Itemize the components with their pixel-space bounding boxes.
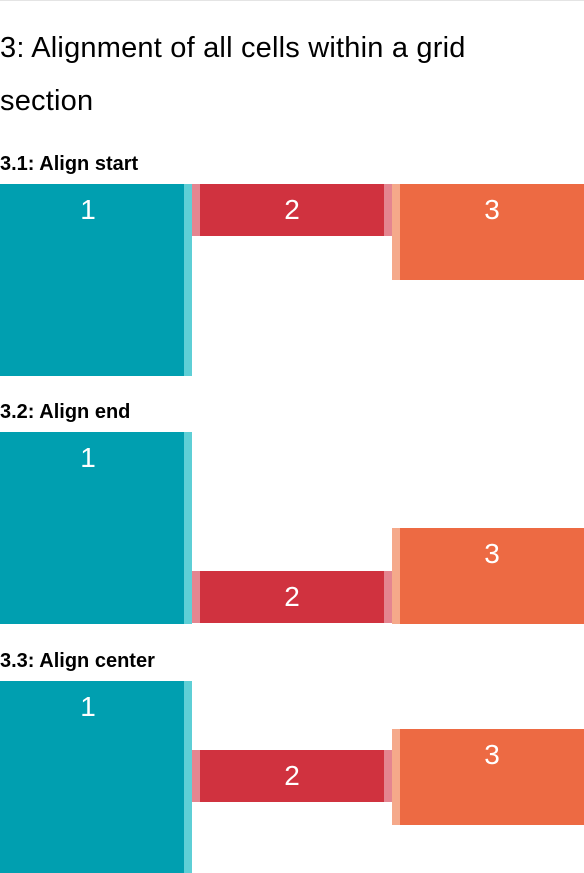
cell-label: 3 bbox=[484, 194, 500, 225]
cell-label: 3 bbox=[484, 739, 500, 770]
section-heading: 3.1: Align start bbox=[0, 153, 139, 175]
grid-cell-3: 3 bbox=[392, 729, 584, 825]
grid-cell-3: 3 bbox=[392, 184, 584, 280]
top-divider bbox=[0, 0, 584, 1]
grid-cell-2: 2 bbox=[192, 184, 392, 236]
cell-label: 2 bbox=[284, 760, 300, 791]
grid-row: 1 2 3 bbox=[0, 432, 584, 624]
grid-cell-3: 3 bbox=[392, 528, 584, 624]
page-title-line-2: section bbox=[0, 85, 94, 117]
grid-cell-1: 1 bbox=[0, 184, 192, 376]
grid-row: 1 2 3 bbox=[0, 184, 584, 376]
section-heading: 3.2: Align end bbox=[0, 401, 131, 423]
section-heading: 3.3: Align center bbox=[0, 650, 155, 672]
page-title: 3: Alignment of all cells within a grid s… bbox=[0, 22, 584, 128]
grid-cell-2: 2 bbox=[192, 571, 392, 623]
grid-cell-1: 1 bbox=[0, 681, 192, 873]
grid-cell-1: 1 bbox=[0, 432, 192, 624]
cell-label: 2 bbox=[284, 581, 300, 612]
cell-label: 2 bbox=[284, 194, 300, 225]
cell-label: 1 bbox=[80, 442, 96, 473]
grid-row: 1 2 3 bbox=[0, 681, 584, 873]
page-title-line-1: 3: Alignment of all cells within a grid bbox=[0, 32, 466, 64]
cell-label: 1 bbox=[80, 691, 96, 722]
cell-label: 1 bbox=[80, 194, 96, 225]
cell-label: 3 bbox=[484, 538, 500, 569]
grid-cell-2: 2 bbox=[192, 750, 392, 802]
